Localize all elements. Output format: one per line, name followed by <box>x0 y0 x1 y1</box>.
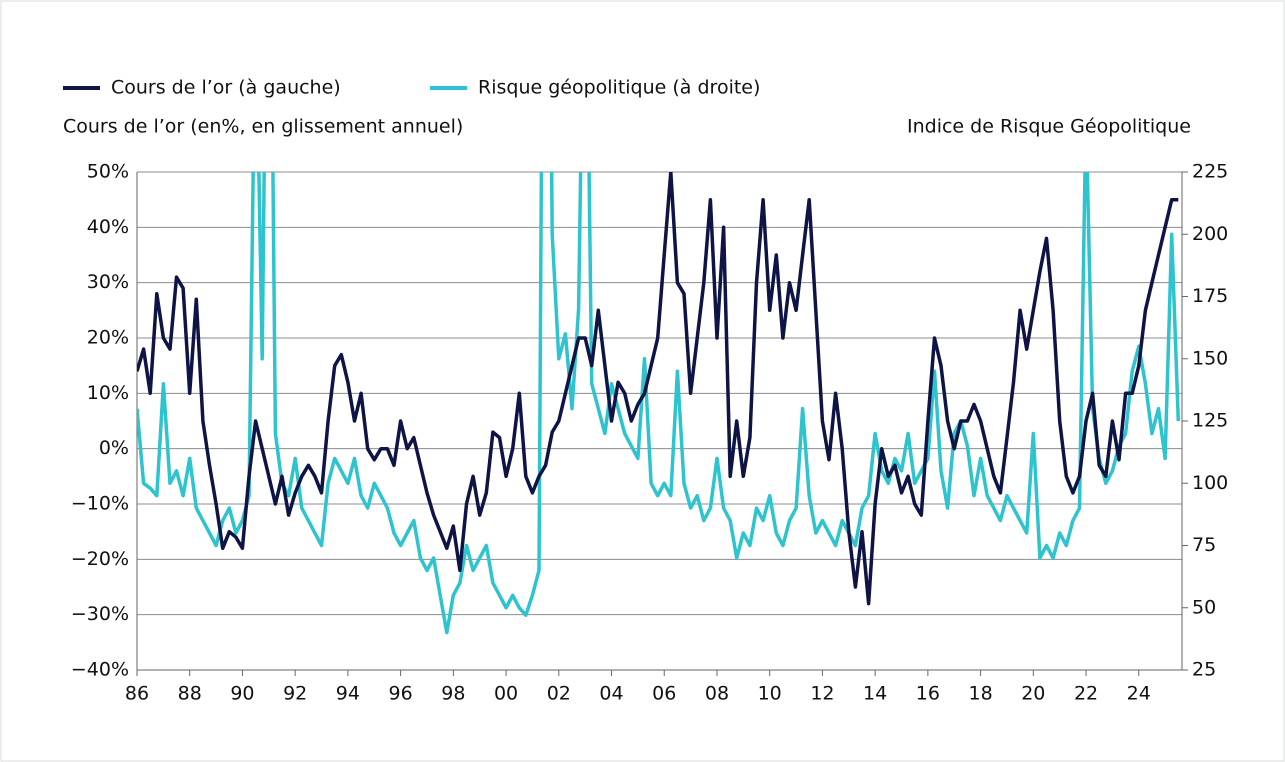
x-tick-label: 02 <box>547 683 571 705</box>
y-tick-label: 30% <box>87 271 129 293</box>
x-tick-label: 12 <box>810 683 834 705</box>
x-tick-label: 00 <box>494 683 518 705</box>
x-tick-label: 18 <box>968 683 992 705</box>
x-tick-label: 86 <box>125 683 149 705</box>
x-tick-label: 06 <box>652 683 676 705</box>
x-tick-label: 96 <box>389 683 413 705</box>
y-tick-label: 10% <box>87 382 129 404</box>
x-tick-label: 22 <box>1074 683 1098 705</box>
y2-tick-label: 150 <box>1192 347 1228 369</box>
y-tick-label: −40% <box>71 659 129 681</box>
x-tick-label: 94 <box>336 683 360 705</box>
x-tick-label: 10 <box>758 683 782 705</box>
x-tick-label: 20 <box>1021 683 1045 705</box>
y-tick-label: 50% <box>87 161 129 183</box>
x-tick-label: 14 <box>863 683 887 705</box>
y2-tick-label: 125 <box>1192 410 1228 432</box>
y2-axis-title: Indice de Risque Géopolitique <box>907 116 1191 138</box>
y-tick-label: −30% <box>71 603 129 625</box>
x-tick-label: 08 <box>705 683 729 705</box>
x-tick-label: 92 <box>283 683 307 705</box>
x-tick-label: 90 <box>230 683 254 705</box>
legend-label: Cours de l’or (à gauche) <box>111 77 341 99</box>
y-tick-label: −20% <box>71 548 129 570</box>
series-line <box>137 172 1179 606</box>
x-tick-label: 88 <box>178 683 202 705</box>
y2-tick-label: 75 <box>1192 534 1216 556</box>
y-axis-title: Cours de l’or (en%, en glissement annuel… <box>63 116 463 138</box>
x-tick-label: 04 <box>599 683 623 705</box>
y2-tick-label: 200 <box>1192 223 1228 245</box>
x-tick-label: 98 <box>441 683 465 705</box>
y2-tick-label: 25 <box>1192 659 1216 681</box>
y-tick-label: 0% <box>99 437 129 459</box>
y-tick-label: 40% <box>87 216 129 238</box>
y-tick-label: −10% <box>71 493 129 515</box>
y-tick-label: 20% <box>87 327 129 349</box>
y2-tick-label: 50 <box>1192 596 1216 618</box>
y2-tick-label: 100 <box>1192 472 1228 494</box>
x-tick-label: 24 <box>1127 683 1151 705</box>
x-tick-label: 16 <box>916 683 940 705</box>
y2-tick-label: 225 <box>1192 161 1228 183</box>
legend-label: Risque géopolitique (à droite) <box>478 77 760 99</box>
plot-area <box>137 172 1181 635</box>
series-line <box>137 172 1181 635</box>
y2-tick-label: 175 <box>1192 285 1228 307</box>
